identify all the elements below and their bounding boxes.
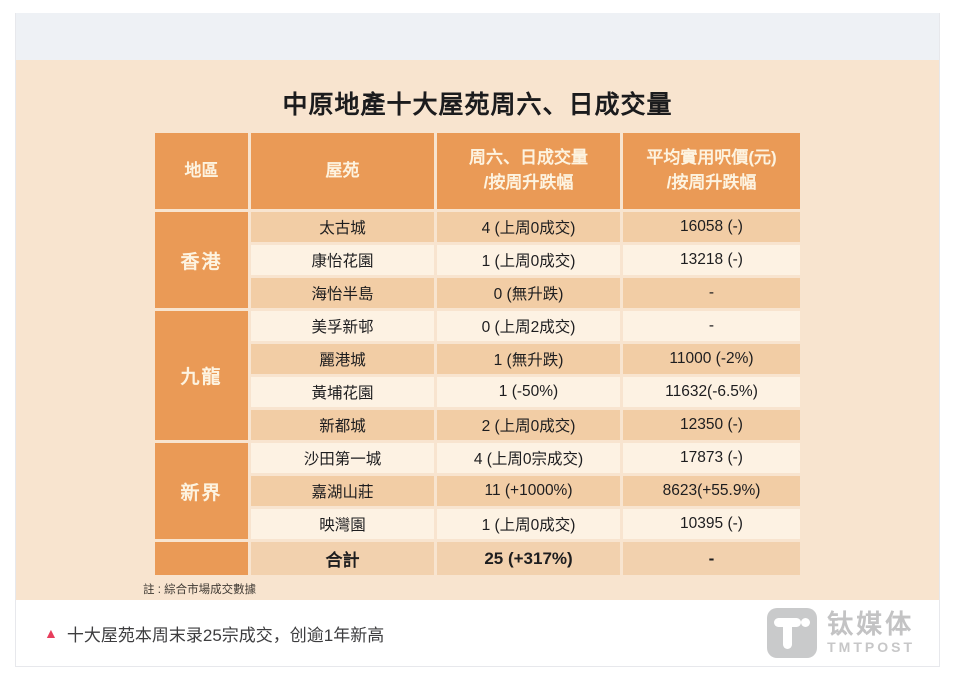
region-cell-kowloon: 九龍 xyxy=(155,311,248,440)
col-header-price: 平均實用呎價(元) /按周升跌幅 xyxy=(623,133,800,209)
price-cell: - xyxy=(623,278,800,308)
total-row: 合計 25 (+317%) - xyxy=(155,542,800,575)
table-row: 黃埔花園 1 (-50%) 11632(-6.5%) xyxy=(155,377,800,407)
col-header-price-line1: 平均實用呎價(元) xyxy=(646,148,777,168)
table-row: 映灣園 1 (上周0成交) 10395 (-) xyxy=(155,509,800,539)
volume-cell: 2 (上周0成交) xyxy=(437,410,620,440)
headline: ▲ 十大屋苑本周末录25宗成交，创逾1年新高 xyxy=(44,621,384,646)
col-header-volume: 周六、日成交量 /按周升跌幅 xyxy=(437,133,620,209)
price-cell: - xyxy=(623,311,800,341)
total-volume-cell: 25 (+317%) xyxy=(437,542,620,575)
estate-cell: 美孚新邨 xyxy=(251,311,434,341)
price-cell: 13218 (-) xyxy=(623,245,800,275)
estate-cell: 麗港城 xyxy=(251,344,434,374)
table-wrap: 地區 屋苑 周六、日成交量 /按周升跌幅 平均實用呎價(元) /按周升跌幅 xyxy=(143,130,803,597)
price-cell: 16058 (-) xyxy=(623,212,800,242)
estate-cell: 映灣園 xyxy=(251,509,434,539)
estate-cell: 嘉湖山莊 xyxy=(251,476,434,506)
col-header-region: 地區 xyxy=(155,133,248,209)
table-row: 海怡半島 0 (無升跌) - xyxy=(155,278,800,308)
article-card: 中原地產十大屋苑周六、日成交量 地區 屋苑 周六、日成交量 /按周升跌幅 xyxy=(15,13,940,667)
price-cell: 11632(-6.5%) xyxy=(623,377,800,407)
estate-cell: 太古城 xyxy=(251,212,434,242)
table-row: 九龍 美孚新邨 0 (上周2成交) - xyxy=(155,311,800,440)
tmtpost-logo-icon xyxy=(767,608,818,658)
headline-text: 十大屋苑本周末录25宗成交，创逾1年新高 xyxy=(66,625,385,645)
table-row: 康怡花園 1 (上周0成交) 13218 (-) xyxy=(155,245,800,275)
price-cell: 10395 (-) xyxy=(623,509,800,539)
table-row: 麗港城 1 (無升跌) 11000 (-2%) xyxy=(155,344,800,374)
tmtpost-logo-text: 钛媒体 TMTPOST xyxy=(827,609,915,655)
col-header-volume-line2: /按周升跌幅 xyxy=(483,173,574,192)
table-row: 新界 沙田第一城 4 (上周0宗成交) 17873 (-) xyxy=(155,443,800,539)
table-row: 新都城 2 (上周0成交) 12350 (-) xyxy=(155,410,800,440)
volume-cell: 4 (上周0宗成交) xyxy=(437,443,620,473)
estate-cell: 黃埔花園 xyxy=(251,377,434,407)
estates-table: 地區 屋苑 周六、日成交量 /按周升跌幅 平均實用呎價(元) /按周升跌幅 xyxy=(152,130,803,578)
volume-cell: 1 (上周0成交) xyxy=(437,245,620,275)
col-header-price-line2: /按周升跌幅 xyxy=(666,173,757,192)
table-row: 嘉湖山莊 11 (+1000%) 8623(+55.9%) xyxy=(155,476,800,506)
price-cell: 11000 (-2%) xyxy=(623,344,800,374)
logo-text-en: TMTPOST xyxy=(827,638,915,655)
logo-text-cn: 钛媒体 xyxy=(827,609,915,640)
col-header-volume-line1: 周六、日成交量 xyxy=(469,148,588,168)
price-cell: 17873 (-) xyxy=(623,443,800,473)
top-strip xyxy=(16,13,939,60)
up-triangle-icon: ▲ xyxy=(44,625,58,641)
volume-cell: 0 (上周2成交) xyxy=(437,311,620,341)
volume-cell: 0 (無升跌) xyxy=(437,278,620,308)
infographic-panel: 中原地產十大屋苑周六、日成交量 地區 屋苑 周六、日成交量 /按周升跌幅 xyxy=(16,60,939,600)
table-row: 香港 太古城 4 (上周0成交) 16058 (-) xyxy=(155,212,800,308)
chart-title: 中原地產十大屋苑周六、日成交量 xyxy=(282,91,673,119)
col-header-estate: 屋苑 xyxy=(251,133,434,209)
estate-cell: 新都城 xyxy=(251,410,434,440)
chart-note: 註 : 綜合市場成交數據 xyxy=(143,584,257,596)
volume-cell: 1 (-50%) xyxy=(437,377,620,407)
volume-cell: 4 (上周0成交) xyxy=(437,212,620,242)
region-cell-newterritories: 新界 xyxy=(155,443,248,539)
header-row: 地區 屋苑 周六、日成交量 /按周升跌幅 平均實用呎價(元) /按周升跌幅 xyxy=(155,133,800,209)
estate-cell: 沙田第一城 xyxy=(251,443,434,473)
estate-cell: 康怡花園 xyxy=(251,245,434,275)
article-footer: ▲ 十大屋苑本周末录25宗成交，创逾1年新高 钛媒体 TMTPOST xyxy=(16,600,939,666)
region-cell-empty xyxy=(155,542,248,575)
volume-cell: 11 (+1000%) xyxy=(437,476,620,506)
volume-cell: 1 (上周0成交) xyxy=(437,509,620,539)
price-cell: 8623(+55.9%) xyxy=(623,476,800,506)
total-label-cell: 合計 xyxy=(251,542,434,575)
tmtpost-logo: 钛媒体 TMTPOST xyxy=(767,608,915,658)
price-cell: 12350 (-) xyxy=(623,410,800,440)
volume-cell: 1 (無升跌) xyxy=(437,344,620,374)
estate-cell: 海怡半島 xyxy=(251,278,434,308)
total-price-cell: - xyxy=(623,542,800,575)
region-cell-hongkong: 香港 xyxy=(155,212,248,308)
